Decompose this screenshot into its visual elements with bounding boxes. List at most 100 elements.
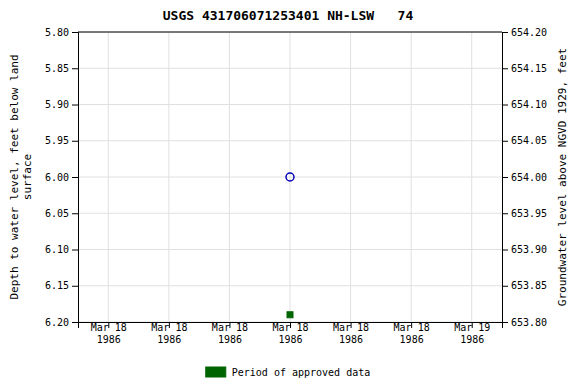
tick-label: 5.85 <box>45 63 69 74</box>
grid-line-y <box>78 32 502 33</box>
tick-label: Mar 191986 <box>454 322 490 345</box>
legend: Period of approved data <box>206 367 370 378</box>
tick: Mar 181986 <box>272 322 308 345</box>
grid-line-x <box>290 32 291 322</box>
tick-label: 654.15 <box>511 63 547 74</box>
text-line: Mar 18 <box>394 322 430 333</box>
tick: Mar 181986 <box>212 322 248 345</box>
y2-axis: 654.20 654.15 654.10 654.05 654.00 653.95 653.… <box>502 27 547 328</box>
grid-line-x <box>229 32 230 322</box>
grid-line-x <box>168 32 169 322</box>
tick-label: 653.95 <box>511 208 547 219</box>
tick-label: 654.20 <box>511 27 547 38</box>
y2-axis-label: Groundwater level above NGVD 1929, feet <box>556 48 569 306</box>
tick-mark <box>502 286 508 287</box>
chart: 5.80 5.85 5.90 5.95 6.00 6.05 6.10 6.15 6.20 654.… <box>0 0 576 384</box>
tick-mark <box>72 322 78 323</box>
tick: 6.20 <box>45 317 78 328</box>
tick-label: 5.80 <box>45 27 69 38</box>
tick-label: 6.00 <box>45 172 69 183</box>
text-line: 1986 <box>157 334 181 345</box>
tick-mark <box>502 141 508 142</box>
tick-label: 654.10 <box>511 99 547 110</box>
grid-line-x <box>108 32 109 322</box>
tick: 654.00 <box>502 172 547 183</box>
text-line: 1986 <box>278 334 302 345</box>
text-line: Mar 18 <box>333 322 369 333</box>
tick-mark <box>72 213 78 214</box>
marks <box>286 173 294 318</box>
tick: 5.80 <box>45 27 78 38</box>
text-line: 1986 <box>339 334 363 345</box>
tick-label: Mar 181986 <box>394 322 430 345</box>
tick-label: 653.80 <box>511 317 547 328</box>
legend-item: Period of approved data <box>206 367 370 378</box>
tick: 5.90 <box>45 99 78 110</box>
tick: Mar 181986 <box>394 322 430 345</box>
grid-line-x <box>471 32 472 322</box>
tick: Mar 181986 <box>91 322 127 345</box>
grid <box>78 32 502 322</box>
tick: 6.00 <box>45 172 78 183</box>
tick-label: 6.20 <box>45 317 69 328</box>
point <box>286 173 294 181</box>
axis-line <box>72 33 79 323</box>
tick-label: Mar 181986 <box>91 322 127 345</box>
tick-mark <box>72 286 78 287</box>
text-line: Depth to water level, feet below land <box>8 54 21 299</box>
tick-mark <box>72 105 78 106</box>
tick-label: 6.10 <box>45 244 69 255</box>
tick: 654.20 <box>502 27 547 38</box>
axis-line <box>503 33 509 323</box>
tick-mark <box>502 105 508 106</box>
tick: 6.15 <box>45 280 78 291</box>
tick-label: Mar 181986 <box>151 322 187 345</box>
tick: 5.85 <box>45 63 78 74</box>
tick-mark <box>72 250 78 251</box>
tick-mark <box>72 177 78 178</box>
tick-label: 654.00 <box>511 172 547 183</box>
text-line: 1986 <box>460 334 484 345</box>
plot-area: 5.80 5.85 5.90 5.95 6.00 6.05 6.10 6.15 6.20 654.… <box>45 27 547 345</box>
legend-label: Period of approved data <box>232 367 370 378</box>
tick-mark <box>72 32 78 33</box>
series <box>286 173 294 181</box>
legend-swatch <box>206 367 226 377</box>
tick-label: 6.05 <box>45 208 69 219</box>
tick: 654.05 <box>502 135 547 146</box>
tick: Mar 181986 <box>151 322 187 345</box>
frame-top <box>78 32 502 33</box>
tick-mark <box>502 32 508 33</box>
text-line: 1986 <box>400 334 424 345</box>
text-line: Mar 19 <box>454 322 490 333</box>
tick-mark <box>502 213 508 214</box>
grid-line-x <box>411 32 412 322</box>
tick: Mar 191986 <box>454 322 490 345</box>
tick: 653.85 <box>502 280 547 291</box>
text-line: Mar 18 <box>91 322 127 333</box>
text-line: 1986 <box>218 334 242 345</box>
text-line: Mar 18 <box>212 322 248 333</box>
tick-mark <box>72 68 78 69</box>
text-line: Mar 18 <box>151 322 187 333</box>
text-line: Mar 18 <box>272 322 308 333</box>
tick-label: Mar 181986 <box>212 322 248 345</box>
grid-line-x <box>350 32 351 322</box>
y-axis-label: Depth to water level, feet below landsur… <box>8 54 34 299</box>
tick: 653.90 <box>502 244 547 255</box>
tick: 653.95 <box>502 208 547 219</box>
tick: 5.95 <box>45 135 78 146</box>
y-axis: 5.80 5.85 5.90 5.95 6.00 6.05 6.10 6.15 6.20 <box>45 27 79 328</box>
tick: Mar 181986 <box>333 322 369 345</box>
text-line: surface <box>21 154 34 200</box>
text-line: 1986 <box>97 334 121 345</box>
tick-label: 5.95 <box>45 135 69 146</box>
tick-label: 654.05 <box>511 135 547 146</box>
tick-label: 653.85 <box>511 280 547 291</box>
tick-label: Mar 181986 <box>333 322 369 345</box>
title: USGS 431706071253401 NH-LSW 74 <box>163 8 414 23</box>
tick-label: 653.90 <box>511 244 547 255</box>
tick-mark <box>502 68 508 69</box>
tick: 654.15 <box>502 63 547 74</box>
x-axis: Mar 181986Mar 181986Mar 181986Mar 181986… <box>79 322 503 345</box>
